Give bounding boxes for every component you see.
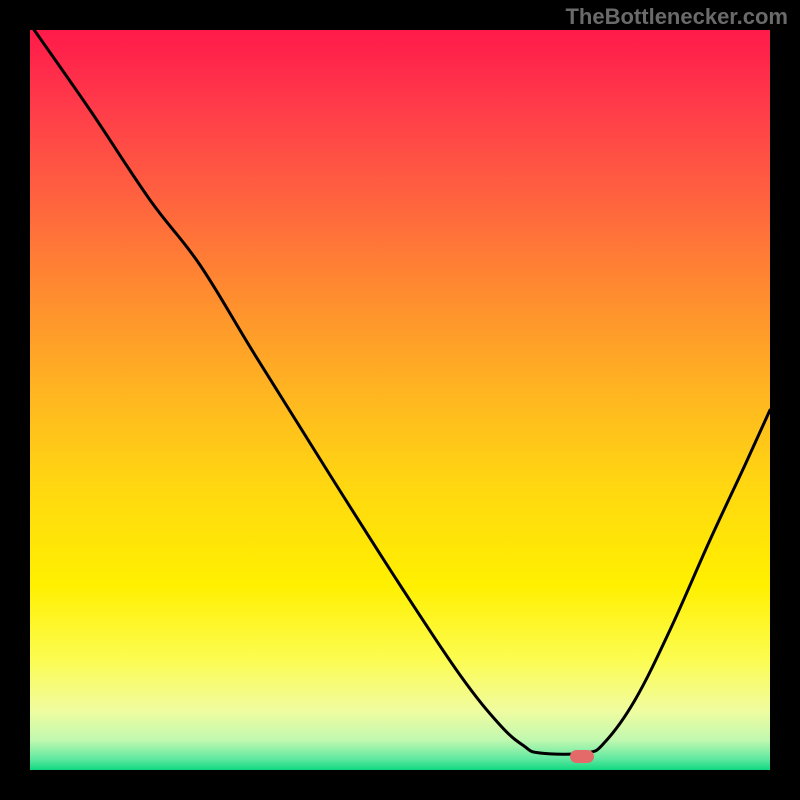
chart-container: TheBottlenecker.com bbox=[0, 0, 800, 800]
optimal-marker bbox=[570, 750, 594, 763]
watermark-text: TheBottlenecker.com bbox=[565, 4, 788, 30]
plot-area bbox=[30, 30, 770, 770]
bottleneck-curve bbox=[30, 30, 770, 770]
